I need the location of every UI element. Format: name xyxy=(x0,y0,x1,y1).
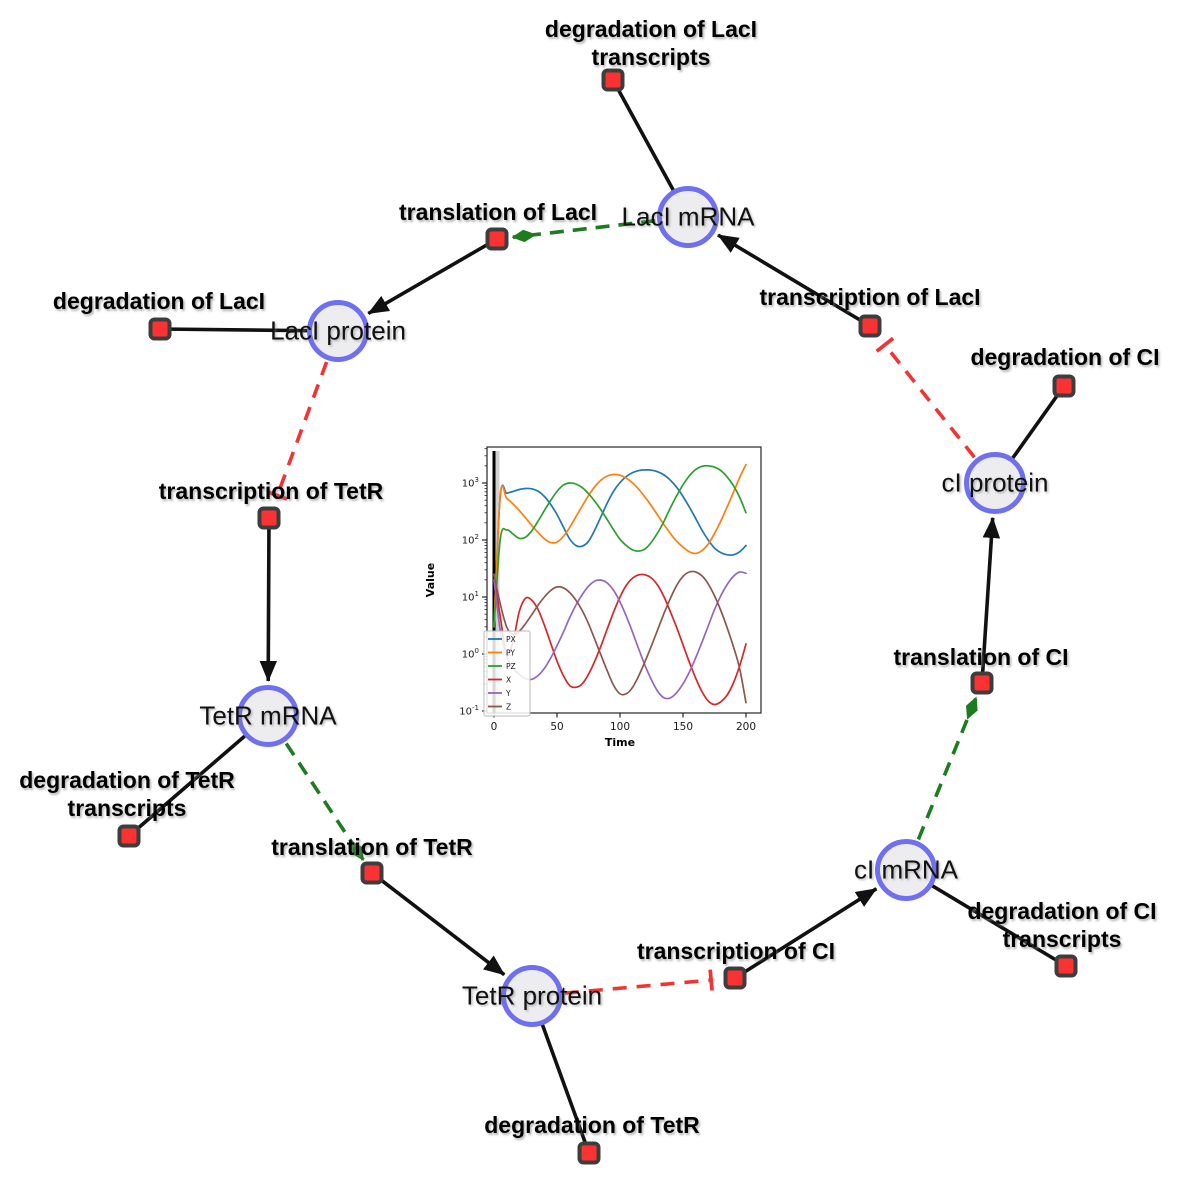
edge-modifier-laci-mrna-to-translation-laci xyxy=(511,219,656,243)
reaction-label-line: translation of LacI xyxy=(398,199,598,225)
reaction-label-line: degradation of LacI xyxy=(544,16,758,42)
reaction-node-transcription-laci[interactable] xyxy=(858,314,882,338)
reaction-label-transcription-ci: transcription of CI xyxy=(637,937,835,965)
chart-xtick-label: 50 xyxy=(550,721,563,733)
reaction-label-line: translation of TetR xyxy=(271,834,473,860)
species-node-tetr-protein[interactable] xyxy=(501,965,563,1027)
species-node-tetr-mrna[interactable] xyxy=(237,685,299,747)
species-node-ci-mrna[interactable] xyxy=(875,839,937,901)
reaction-node-translation-ci[interactable] xyxy=(970,671,994,695)
chart-ytick-label: 102 xyxy=(462,533,479,547)
reaction-label-line: transcripts xyxy=(591,44,711,70)
reaction-node-deg-tetr-transcripts[interactable] xyxy=(117,824,141,848)
reaction-label-translation-ci: translation of CI xyxy=(893,643,1068,671)
chart-legend-label: PZ xyxy=(506,662,516,671)
edge-reactant-ci-mrna-to-deg-ci-transcripts xyxy=(905,868,1067,968)
reaction-label-deg-ci-transcripts: degradation of CI transcripts xyxy=(967,897,1156,953)
species-label-ci-mrna: cI mRNA xyxy=(854,854,958,885)
chart-series-PX xyxy=(493,468,747,628)
edge-product-translation-tetr-to-tetr-protein xyxy=(370,871,506,977)
reaction-label-line: degradation of TetR xyxy=(484,1112,700,1138)
edge-modifier-ci-mrna-to-translation-ci xyxy=(916,696,978,841)
reaction-label-line: degradation of TetR xyxy=(19,767,235,793)
chart-series-Y xyxy=(493,571,747,700)
chart-series-PZ xyxy=(493,464,747,628)
species-label-laci-protein: LacI protein xyxy=(270,315,406,346)
reaction-node-transcription-ci[interactable] xyxy=(723,966,747,990)
chart-xtick-label: 150 xyxy=(673,721,693,733)
chart-ytick-label: 101 xyxy=(462,590,479,604)
reaction-label-translation-laci: translation of LacI xyxy=(399,198,597,226)
reaction-label-line: transcription of TetR xyxy=(158,478,384,504)
chart-ytick-label: 100 xyxy=(462,647,479,661)
chart-series-X xyxy=(493,573,747,706)
chart-xlabel: Time xyxy=(605,736,635,749)
reaction-label-line: transcripts xyxy=(1002,926,1122,952)
reaction-label-line: transcription of LacI xyxy=(759,284,981,310)
reaction-node-deg-laci-transcripts[interactable] xyxy=(601,68,625,92)
chart-legend-label: PX xyxy=(506,635,516,644)
inset-chart: 103 102 101 100 10-1 0 50 100 150 200 Time Value PX P… xyxy=(424,446,762,749)
chart-series-Z xyxy=(493,570,747,704)
reaction-label-deg-ci: degradation of CI xyxy=(970,343,1159,371)
reaction-label-deg-laci-transcripts: degradation of LacI transcripts xyxy=(545,15,757,71)
reaction-label-deg-tetr-transcripts: degradation of TetR transcripts xyxy=(19,766,235,822)
edge-inhibition-tetr-protein-to-transcription-ci xyxy=(564,969,714,995)
reaction-node-deg-tetr[interactable] xyxy=(577,1141,601,1165)
reaction-node-translation-laci[interactable] xyxy=(485,227,509,251)
edge-product-transcription-tetr-to-tetr-mrna xyxy=(259,517,278,682)
edge-product-transcription-laci-to-laci-mrna xyxy=(717,233,871,328)
chart-legend-label: PY xyxy=(506,649,515,658)
reaction-node-transcription-tetr[interactable] xyxy=(257,506,281,530)
reaction-label-transcription-laci: transcription of LacI xyxy=(759,283,980,311)
reaction-label-line: transcription of CI xyxy=(636,938,836,964)
chart-xtick-label: 200 xyxy=(736,721,756,733)
chart-ytick-label: 103 xyxy=(462,476,479,490)
species-node-laci-protein[interactable] xyxy=(307,300,369,362)
reaction-node-deg-laci[interactable] xyxy=(148,317,172,341)
species-label-tetr-mrna: TetR mRNA xyxy=(199,700,337,731)
reaction-label-deg-tetr: degradation of TetR xyxy=(484,1111,700,1139)
reaction-label-line: degradation of CI xyxy=(967,898,1157,924)
species-label-ci-protein: cI protein xyxy=(941,467,1049,498)
reaction-node-deg-ci[interactable] xyxy=(1052,374,1076,398)
edge-inhibition-laci-protein-to-transcription-tetr xyxy=(266,361,329,501)
species-label-tetr-protein: TetR protein xyxy=(461,980,603,1011)
species-node-ci-protein[interactable] xyxy=(964,452,1026,514)
chart-xtick-label: 100 xyxy=(610,721,630,733)
edge-product-transcription-ci-to-ci-mrna xyxy=(734,887,878,980)
chart-ylabel: Value xyxy=(424,563,437,597)
edge-product-translation-laci-to-laci-protein xyxy=(367,237,498,316)
reaction-label-transcription-tetr: transcription of TetR xyxy=(159,477,383,505)
edge-product-translation-ci-to-ci-protein xyxy=(980,517,1001,684)
chart-legend-label: Y xyxy=(505,689,511,698)
reaction-label-line: degradation of CI xyxy=(970,344,1160,370)
reaction-label-line: translation of CI xyxy=(893,644,1069,670)
reaction-node-translation-tetr[interactable] xyxy=(360,861,384,885)
species-label-laci-mrna: LacI mRNA xyxy=(621,201,755,232)
reaction-label-translation-tetr: translation of TetR xyxy=(271,833,472,861)
reaction-node-deg-ci-transcripts[interactable] xyxy=(1054,954,1078,978)
reaction-label-deg-laci: degradation of LacI xyxy=(53,287,265,315)
edge-modifier-tetr-mrna-to-translation-tetr xyxy=(284,742,365,861)
edge-inhibition-ci-protein-to-transcription-laci xyxy=(875,336,976,459)
reaction-label-line: degradation of LacI xyxy=(52,288,266,314)
chart-ytick-label: 10-1 xyxy=(459,704,479,718)
chart-legend-label: X xyxy=(506,676,511,685)
species-node-laci-mrna[interactable] xyxy=(657,186,719,248)
reaction-label-line: transcripts xyxy=(67,795,187,821)
chart-legend-label: Z xyxy=(506,703,511,712)
chart-plot-frame xyxy=(486,446,762,714)
chart-xtick-label: 0 xyxy=(491,721,498,733)
